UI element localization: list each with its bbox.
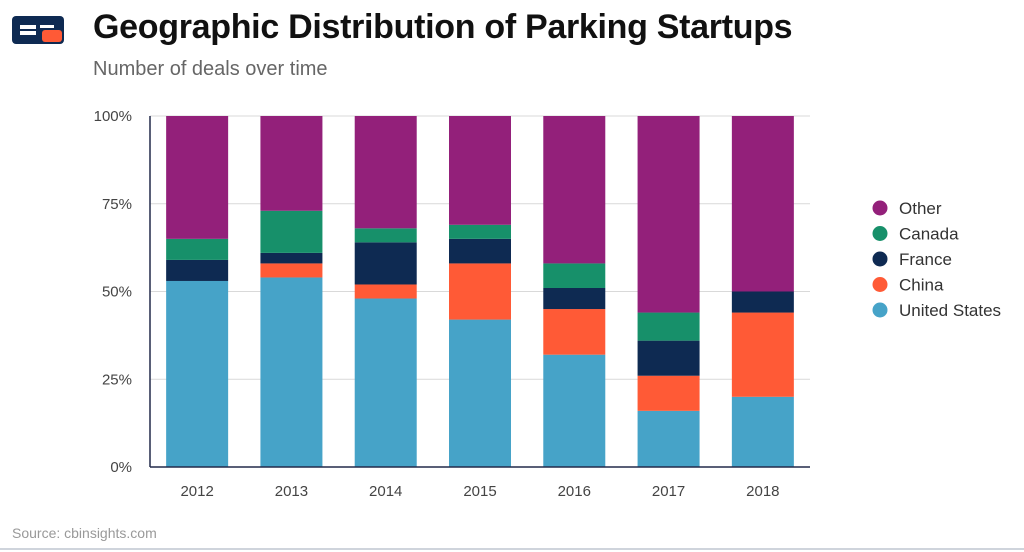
bar-segment <box>731 312 794 397</box>
x-tick-label: 2016 <box>558 483 591 500</box>
bar-segment <box>260 116 323 211</box>
bar-segment <box>637 340 700 376</box>
bar-segment <box>166 116 229 239</box>
bar-segment <box>731 396 794 467</box>
bar-segment <box>731 116 794 292</box>
bar-segment <box>637 312 700 341</box>
legend-swatch <box>872 277 888 292</box>
bar-segment <box>449 319 511 467</box>
y-tick-label: 75% <box>102 196 132 213</box>
legend: Other Canada France China United States <box>872 199 1001 320</box>
y-tick-label: 25% <box>102 371 132 388</box>
bar-segment <box>543 309 606 355</box>
bar-segment <box>260 277 323 467</box>
bar-segment <box>166 259 229 281</box>
legend-swatch <box>872 200 888 216</box>
bottom-divider <box>0 548 1024 550</box>
bar-segment <box>543 116 606 264</box>
bar-segment <box>260 263 323 278</box>
bar-segment <box>449 263 511 320</box>
x-tick-label: 2013 <box>275 483 308 500</box>
cb-insights-logo-icon <box>12 16 64 44</box>
bar-segment <box>449 116 511 225</box>
legend-swatch <box>872 226 888 241</box>
bar-segment <box>260 252 323 264</box>
chart-subtitle: Number of deals over time <box>93 58 328 80</box>
y-tick-label: 0% <box>110 459 132 476</box>
bar-segment <box>637 375 700 411</box>
y-tick-label: 50% <box>102 284 132 301</box>
bar-segment <box>354 298 417 467</box>
legend-swatch <box>872 302 888 318</box>
chart-title: Geographic Distribution of Parking Start… <box>93 8 793 46</box>
bar-segment <box>449 224 511 239</box>
x-tick-label: 2015 <box>463 483 496 500</box>
legend-swatch <box>872 251 888 267</box>
y-tick-label: 100% <box>94 108 132 125</box>
x-tick-label: 2012 <box>180 483 213 500</box>
bar-segment <box>260 210 323 253</box>
x-tick-label: 2017 <box>652 483 685 500</box>
legend-label: France <box>899 250 952 269</box>
source-note: Source: cbinsights.com <box>12 525 157 541</box>
x-tick-label: 2018 <box>746 483 779 500</box>
bar-segment <box>354 228 417 243</box>
bar-segment <box>354 116 417 229</box>
bar-segment <box>449 238 511 264</box>
bar-segment <box>637 410 700 467</box>
bar-segment <box>166 280 229 467</box>
bar-segment <box>354 242 417 285</box>
bar-segment <box>543 354 606 467</box>
x-tick-label: 2014 <box>369 483 402 500</box>
bar-segment <box>637 116 700 313</box>
legend-label: Other <box>899 199 942 218</box>
bar-segment <box>543 263 606 288</box>
bar-segment <box>731 291 794 313</box>
legend-label: China <box>899 276 944 295</box>
y-axis: 0% 25% 50% 75% 100% 2012 2013 2014 2015 2016 2017 2… <box>94 108 810 500</box>
bar-segment <box>354 284 417 299</box>
legend-label: Canada <box>899 225 959 244</box>
bar-segment <box>166 238 229 260</box>
bars <box>166 116 794 467</box>
bar-segment <box>543 287 606 310</box>
legend-label: United States <box>899 301 1001 320</box>
